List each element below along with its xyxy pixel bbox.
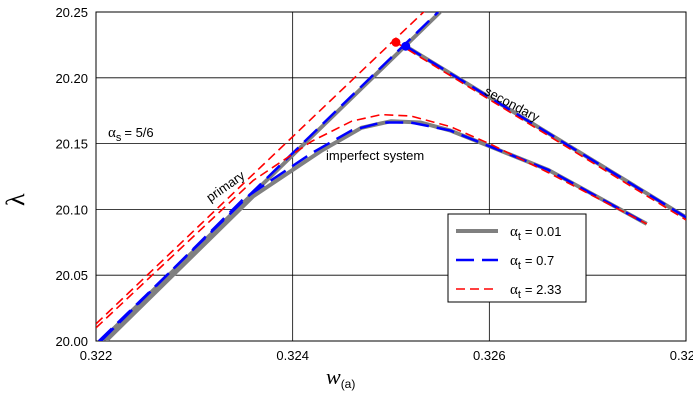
x-tick-label: 0.328: [670, 348, 693, 363]
primary-path-1: [98, 12, 440, 341]
y-tick-label: 20.20: [55, 71, 88, 86]
y-tick-label: 20.10: [55, 202, 88, 217]
legend-label-0: αt = 0.01: [510, 224, 561, 243]
y-tick-label: 20.25: [55, 5, 88, 20]
legend-box: [447, 213, 587, 303]
bifurcation-point-2: [391, 37, 401, 47]
legend-label-1: αt = 0.7: [510, 253, 554, 272]
series-1: [98, 12, 686, 341]
series-layer: [96, 12, 686, 341]
y-axis-label: λ: [1, 193, 30, 206]
secondary-path-2: [395, 41, 686, 221]
x-tick-label: 0.322: [80, 348, 113, 363]
tick-labels: 0.322 0.324 0.326 0.328 20.00 20.05 20.10 20.15…: [55, 5, 693, 363]
x-axis-label: w(a): [326, 364, 355, 391]
y-tick-label: 20.15: [55, 137, 88, 152]
x-tick-label: 0.326: [473, 348, 506, 363]
x-tick-label: 0.324: [276, 348, 309, 363]
annotation-alpha-s: αs = 5/6: [108, 125, 154, 144]
secondary-path-1: [405, 45, 686, 219]
legend-label-2: αt = 2.33: [510, 282, 561, 301]
y-tick-label: 20.05: [55, 268, 88, 283]
primary-path-2: [96, 12, 425, 325]
bifurcation-point-1: [401, 41, 411, 51]
annotation-imperfect-system: imperfect system: [326, 148, 424, 163]
imperfect-curve-2: [96, 113, 648, 329]
legend: αt = 0.01 αt = 0.7 αt = 2.33: [447, 213, 587, 303]
annotation-secondary: secondary: [482, 83, 542, 125]
y-tick-label: 20.00: [55, 334, 88, 349]
primary-path-0: [99, 12, 442, 341]
series-2: [96, 12, 686, 329]
plot-frame: [95, 11, 687, 342]
series-0: [99, 12, 686, 341]
plot-border: [95, 11, 687, 342]
